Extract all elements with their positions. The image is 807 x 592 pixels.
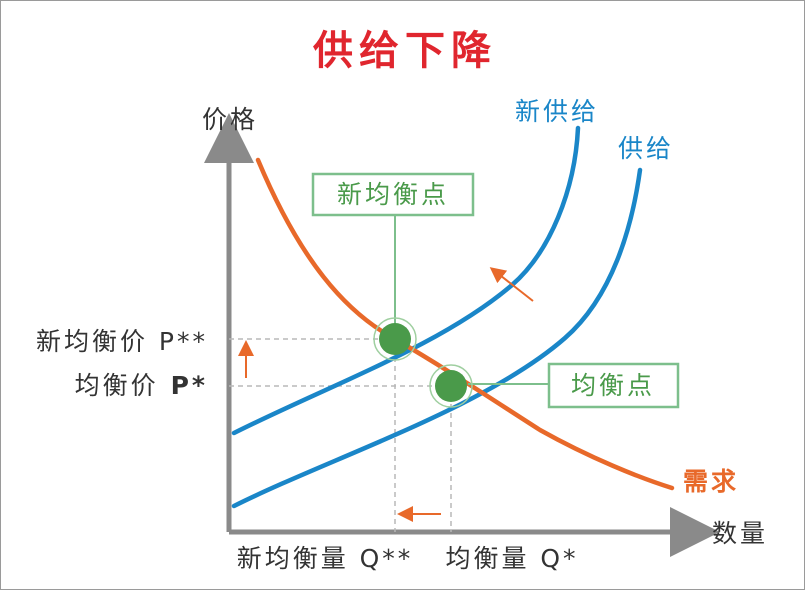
y-axis-label: 价格 — [202, 105, 258, 134]
new-supply-label: 新供给 — [515, 97, 599, 126]
equilibrium-price-symbol: P* — [171, 371, 208, 400]
new-equilibrium-price-label: 新均衡价 P** — [36, 327, 208, 356]
equilibrium-price-prefix: 均衡价 — [75, 371, 159, 400]
supply-label: 供给 — [618, 134, 674, 163]
equilibrium-price-label: 均衡价 P* — [75, 371, 208, 400]
equilibrium-callout — [547, 362, 680, 409]
supply-curve — [231, 167, 643, 509]
supply-shift-arrow — [489, 267, 534, 302]
equilibrium-point — [435, 370, 467, 402]
demand-label: 需求 — [683, 467, 739, 496]
new-equilibrium-quantity-label: 新均衡量 Q** — [237, 544, 414, 573]
new-equilibrium-callout — [311, 172, 475, 217]
new-equilibrium-halo — [373, 317, 417, 361]
new-equilibrium-point — [379, 323, 411, 355]
equilibrium-quantity-label: 均衡量 Q* — [445, 544, 578, 573]
equilibrium-halo — [429, 364, 473, 408]
chart-title: 供给下降 — [313, 28, 497, 74]
x-axis-label: 数量 — [712, 519, 768, 548]
equilibrium-callout-label: 均衡点 — [571, 371, 655, 400]
new-equilibrium-callout-label: 新均衡点 — [337, 180, 449, 209]
new-supply-curve — [231, 125, 581, 436]
